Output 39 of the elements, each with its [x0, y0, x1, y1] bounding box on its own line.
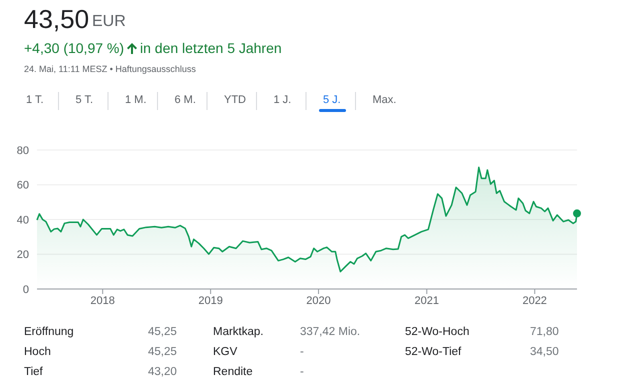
text: Max. — [372, 94, 396, 106]
chart-title: 43,50 — [24, 4, 90, 35]
text: 34,50 — [530, 346, 559, 358]
text: Marktkap. — [213, 326, 264, 338]
text: 52-Wo-Tief — [405, 346, 462, 358]
text: 5 T. — [76, 94, 94, 106]
text: 43,20 — [148, 366, 177, 378]
y-tick-label: 60 — [16, 180, 29, 192]
text: 52-Wo-Hoch — [405, 326, 470, 338]
text: KGV — [213, 346, 238, 358]
text: - — [300, 346, 304, 358]
y-tick-label: 80 — [16, 144, 29, 157]
text: 45,25 — [148, 346, 177, 358]
text: - — [300, 366, 304, 378]
text: EUR — [92, 13, 126, 31]
text: 71,80 — [530, 326, 559, 338]
text: 45,25 — [148, 326, 177, 338]
y-tick-label: 40 — [16, 214, 29, 226]
text: 6 M. — [174, 94, 196, 106]
text: Rendite — [213, 366, 253, 378]
x-tick-label: 2019 — [198, 294, 223, 307]
text: +4,30 (10,97 %) — [24, 40, 124, 56]
y-tick-label: 20 — [16, 249, 29, 262]
y-tick-label: 0 — [22, 284, 29, 296]
text: Eröffnung — [24, 326, 74, 338]
x-tick-label: 2020 — [306, 294, 331, 307]
x-tick-label: 2022 — [522, 294, 547, 307]
text: in den letzten 5 Jahren — [140, 40, 282, 56]
x-tick-label: 2018 — [90, 294, 115, 307]
text: Tief — [24, 366, 43, 378]
text: 337,42 Mio. — [300, 326, 360, 338]
x-tick-label: 2021 — [414, 294, 440, 307]
text: 1 T. — [26, 94, 44, 106]
text: YTD — [224, 94, 246, 106]
text: 1 M. — [125, 94, 146, 106]
text: 24. Mai, 11:11 MESZ • Haftungsausschluss — [24, 64, 196, 74]
text: 1 J. — [274, 94, 292, 106]
text: Hoch — [24, 346, 51, 358]
text: 5 J. — [323, 94, 341, 106]
